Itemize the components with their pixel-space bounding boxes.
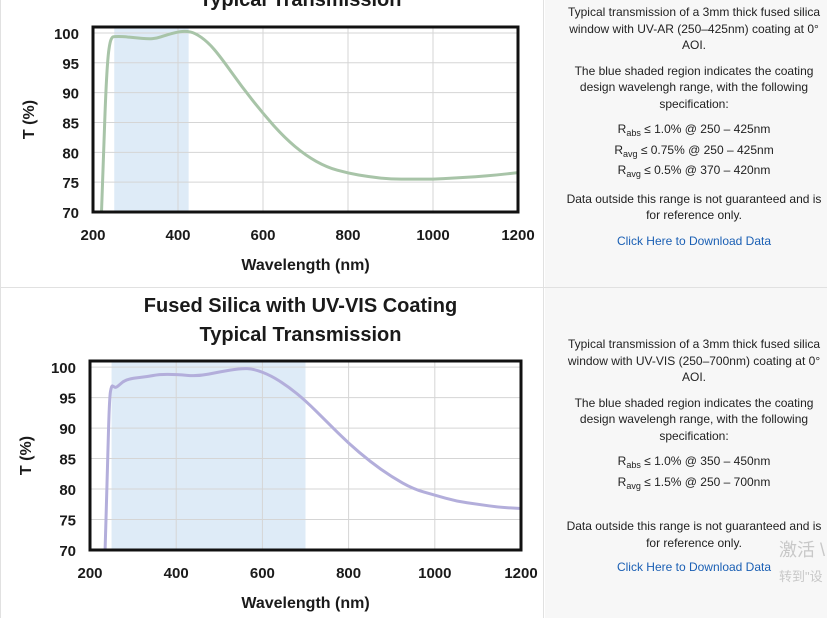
x-tick-label: 1200 xyxy=(501,227,534,244)
spec-subscript: abs xyxy=(626,128,641,138)
y-tick-label: 100 xyxy=(54,26,79,43)
chart-description-column xyxy=(545,0,827,288)
x-tick-label: 200 xyxy=(80,227,105,244)
coating-range-shade xyxy=(111,361,306,550)
activation-watermark-sub: 转到"设 xyxy=(779,569,823,584)
disclaimer: Data outside this range is not guarantee… xyxy=(566,191,822,223)
y-axis-label: T (%) xyxy=(21,100,38,139)
transmission-chart-uv-vis: 70 75 80 85 90 95 100 200 400 600 800 1000 1200 Wavel… xyxy=(18,295,538,612)
spec-line: Rabs ≤ 1.0% @ 250 – 425nm xyxy=(562,121,826,142)
y-tick-label: 80 xyxy=(62,145,79,162)
spec-value: ≤ 1.0% @ 250 – 425nm xyxy=(640,122,771,136)
series-line xyxy=(103,367,523,552)
chart-title: Fused Silica with UV-VIS Coating xyxy=(144,295,457,317)
coating-range-shade xyxy=(114,27,189,212)
x-tick-label: 1000 xyxy=(418,565,451,582)
chart-area: 70 75 80 85 90 95 100 200 400 600 800 1000 1200 Wavel… xyxy=(0,288,544,618)
y-tick-label: 70 xyxy=(62,205,79,222)
spec-line: Ravg ≤ 1.5% @ 250 – 700nm xyxy=(562,474,826,495)
y-tick-label: 75 xyxy=(62,175,79,192)
x-tick-label: 1000 xyxy=(416,227,449,244)
spec-subscript: avg xyxy=(622,148,638,159)
y-tick-label: 95 xyxy=(59,391,76,408)
spec-value: ≤ 0.75% @ 250 – 425nm xyxy=(637,142,774,157)
x-tick-label: 600 xyxy=(250,227,275,244)
chart-panel-uv-vis: 70 75 80 85 90 95 100 200 400 600 800 1000 1200 Wavel… xyxy=(0,288,827,618)
chart-area: 70 75 80 85 90 95 100 200 400 600 800 1000 1200 Wavel… xyxy=(0,0,544,288)
y-axis-label: T (%) xyxy=(18,436,35,475)
x-tick-label: 200 xyxy=(77,565,102,582)
x-tick-label: 400 xyxy=(164,565,189,582)
shade-note: The blue shaded region indicates the coa… xyxy=(574,395,814,443)
spec-list: Rabs ≤ 1.0% @ 350 – 450nm Ravg ≤ 1.5% @ 2… xyxy=(562,453,826,494)
x-axis-label: Wavelength (nm) xyxy=(241,257,369,274)
y-tick-label: 90 xyxy=(62,86,79,103)
spec-list: Rabs ≤ 1.0% @ 250 – 425nm Ravg ≤ 0.75% @ … xyxy=(562,121,826,183)
spec-symbol: R xyxy=(617,163,627,177)
spec-symbol: R xyxy=(617,122,627,136)
y-tick-label: 85 xyxy=(62,115,79,132)
download-data-link[interactable]: Click Here to Download Data xyxy=(616,233,772,248)
disclaimer: Data outside this range is not guarantee… xyxy=(566,519,822,550)
y-tick-label: 70 xyxy=(59,543,76,560)
activation-watermark: 激活 \ xyxy=(779,540,826,560)
x-tick-label: 400 xyxy=(165,227,190,244)
chart-panel-uv-ar: 70 75 80 85 90 95 100 200 400 600 800 1000 1200 Wavel… xyxy=(0,0,827,288)
plot-frame xyxy=(91,25,520,214)
spec-line: Ravg ≤ 0.5% @ 370 – 420nm xyxy=(562,162,826,183)
y-tick-label: 100 xyxy=(51,360,76,377)
shade-note: The blue shaded region indicates the coa… xyxy=(574,63,814,111)
transmission-chart-uv-ar: 70 75 80 85 90 95 100 200 400 600 800 1000 1200 Wavel… xyxy=(21,0,535,274)
y-tick-label: 75 xyxy=(59,513,76,530)
download-data-link[interactable]: Click Here to Download Data xyxy=(616,560,772,574)
divider xyxy=(0,287,827,288)
description-text: Typical transmission of a 3mm thick fuse… xyxy=(567,337,821,384)
description-text: Typical transmission of a 3mm thick fuse… xyxy=(567,5,821,52)
spec-value: ≤ 0.5% @ 370 – 420nm xyxy=(640,163,771,177)
chart-description-column xyxy=(545,288,827,618)
plot-frame xyxy=(88,359,523,552)
chart-title: Typical Transmission xyxy=(200,0,402,11)
y-tick-label: 95 xyxy=(62,56,79,73)
y-tick-label: 85 xyxy=(59,452,76,469)
x-axis-label: Wavelength (nm) xyxy=(241,595,369,612)
spec-line: Rabs ≤ 1.0% @ 350 – 450nm xyxy=(562,453,826,474)
spec-subscript: abs xyxy=(626,460,641,470)
spec-symbol: R xyxy=(617,474,627,489)
spec-subscript: avg xyxy=(626,480,641,491)
chart-title: Typical Transmission xyxy=(200,324,402,346)
chart-description: Typical transmission of a 3mm thick fuse… xyxy=(562,336,826,585)
x-tick-label: 600 xyxy=(250,565,275,582)
x-tick-label: 800 xyxy=(335,227,360,244)
spec-line: Ravg ≤ 0.75% @ 250 – 425nm xyxy=(562,142,826,163)
spec-value: ≤ 1.0% @ 350 – 450nm xyxy=(640,454,771,468)
spec-symbol: R xyxy=(617,454,627,468)
spec-value: ≤ 1.5% @ 250 – 700nm xyxy=(640,474,771,489)
y-tick-label: 90 xyxy=(59,421,76,438)
chart-description: Typical transmission of a 3mm thick fuse… xyxy=(562,4,826,258)
y-tick-label: 80 xyxy=(59,482,76,499)
x-tick-label: 800 xyxy=(336,565,361,582)
series-line xyxy=(100,29,520,214)
x-tick-label: 1200 xyxy=(504,565,537,582)
spec-subscript: avg xyxy=(626,169,641,179)
spec-symbol: R xyxy=(614,142,623,157)
